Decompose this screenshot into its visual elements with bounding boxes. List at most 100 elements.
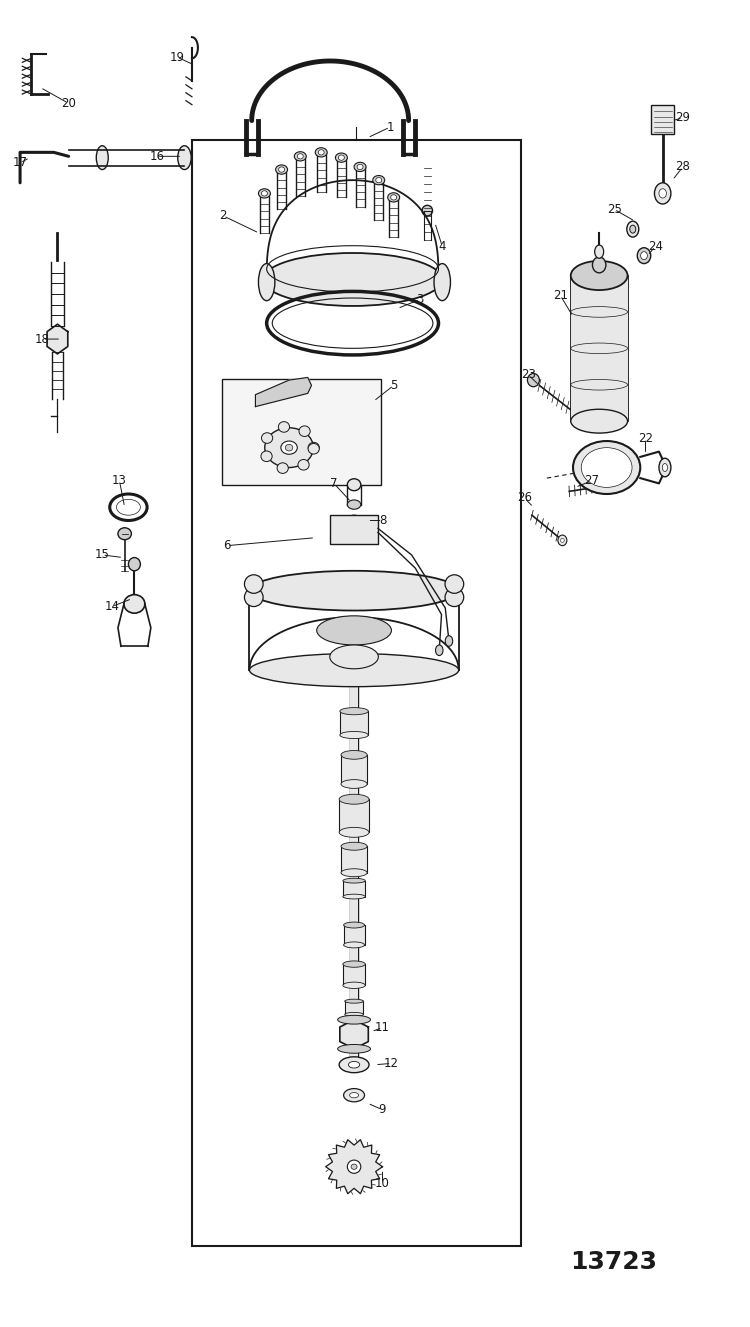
Text: 6: 6 [224, 539, 231, 552]
Text: 12: 12 [384, 1056, 399, 1070]
Ellipse shape [338, 1015, 370, 1024]
Ellipse shape [640, 252, 647, 260]
Text: 9: 9 [379, 1103, 386, 1116]
Text: 14: 14 [104, 600, 119, 613]
Ellipse shape [391, 195, 397, 200]
Ellipse shape [341, 751, 368, 759]
Ellipse shape [601, 484, 604, 488]
Ellipse shape [581, 447, 632, 487]
Ellipse shape [573, 441, 640, 494]
Text: 2: 2 [220, 210, 227, 223]
Text: 20: 20 [62, 97, 76, 110]
Ellipse shape [347, 1160, 361, 1173]
Ellipse shape [96, 146, 108, 170]
Bar [343, 965, 365, 985]
Ellipse shape [434, 264, 451, 301]
Ellipse shape [445, 575, 464, 593]
Bar [652, 105, 674, 134]
Ellipse shape [343, 894, 365, 898]
Bar [340, 711, 368, 735]
Ellipse shape [351, 518, 358, 523]
Text: 29: 29 [675, 111, 690, 125]
Ellipse shape [128, 557, 140, 571]
Ellipse shape [278, 167, 284, 173]
Bar [341, 755, 368, 784]
Ellipse shape [630, 226, 636, 234]
Ellipse shape [436, 645, 443, 656]
Bar [350, 670, 358, 1067]
Ellipse shape [527, 373, 539, 386]
Ellipse shape [316, 616, 392, 645]
Polygon shape [340, 1019, 368, 1048]
Ellipse shape [388, 192, 400, 202]
Ellipse shape [244, 588, 263, 606]
Ellipse shape [339, 795, 369, 804]
Ellipse shape [341, 869, 368, 877]
Bar [192, 141, 520, 1246]
Ellipse shape [250, 654, 459, 686]
Ellipse shape [263, 253, 442, 307]
Text: 23: 23 [520, 369, 536, 381]
Ellipse shape [262, 191, 268, 196]
Ellipse shape [344, 1088, 364, 1101]
Bar [345, 1001, 364, 1014]
Ellipse shape [376, 178, 382, 183]
Ellipse shape [285, 445, 292, 451]
Text: 26: 26 [517, 491, 532, 504]
Ellipse shape [308, 442, 320, 453]
Ellipse shape [638, 248, 651, 264]
Ellipse shape [373, 175, 385, 184]
Ellipse shape [340, 731, 368, 739]
Ellipse shape [277, 463, 288, 474]
Text: 21: 21 [553, 289, 568, 301]
Ellipse shape [662, 463, 668, 471]
Text: 17: 17 [13, 157, 28, 170]
Ellipse shape [343, 878, 365, 882]
Ellipse shape [275, 165, 287, 174]
Text: 5: 5 [390, 380, 398, 391]
Ellipse shape [341, 780, 368, 788]
Text: 18: 18 [35, 333, 50, 345]
Ellipse shape [571, 261, 628, 291]
Ellipse shape [330, 645, 378, 669]
Ellipse shape [560, 539, 564, 543]
Ellipse shape [178, 146, 191, 170]
Ellipse shape [343, 982, 365, 989]
Ellipse shape [262, 433, 273, 443]
Ellipse shape [351, 1164, 357, 1169]
Ellipse shape [259, 264, 274, 301]
Ellipse shape [357, 165, 363, 170]
Ellipse shape [343, 961, 365, 967]
Bar [341, 847, 368, 873]
Ellipse shape [124, 594, 145, 613]
Text: 24: 24 [648, 240, 663, 253]
Ellipse shape [347, 500, 361, 510]
Ellipse shape [341, 843, 368, 851]
Ellipse shape [349, 1062, 360, 1068]
Text: 19: 19 [170, 50, 184, 64]
Ellipse shape [344, 942, 364, 947]
Ellipse shape [350, 1092, 358, 1097]
Ellipse shape [244, 575, 263, 593]
Bar [571, 276, 628, 421]
Ellipse shape [598, 480, 608, 491]
Ellipse shape [655, 183, 671, 204]
Polygon shape [326, 1140, 382, 1194]
Polygon shape [256, 377, 311, 406]
Ellipse shape [354, 162, 366, 171]
Ellipse shape [627, 222, 639, 238]
Bar [344, 925, 364, 945]
Ellipse shape [558, 535, 567, 545]
Polygon shape [47, 324, 68, 354]
Text: 11: 11 [375, 1022, 390, 1034]
Ellipse shape [308, 443, 320, 454]
Ellipse shape [595, 245, 604, 259]
Ellipse shape [280, 441, 297, 454]
Text: 3: 3 [416, 293, 424, 305]
Ellipse shape [294, 151, 306, 161]
Ellipse shape [422, 206, 433, 216]
Ellipse shape [340, 707, 368, 715]
Ellipse shape [445, 588, 464, 606]
Text: 15: 15 [94, 548, 110, 561]
Text: 7: 7 [330, 476, 338, 490]
